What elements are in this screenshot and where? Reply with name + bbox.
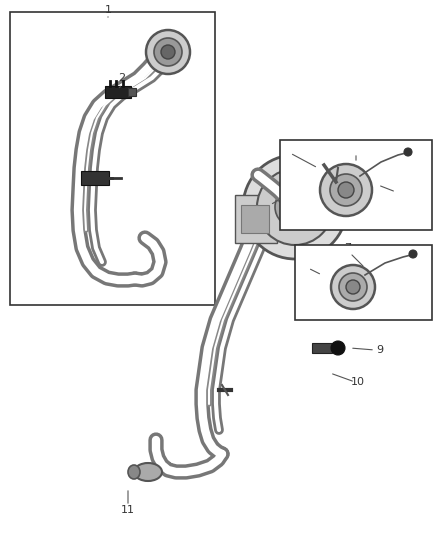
Bar — [241, 205, 269, 233]
Bar — [280, 140, 432, 230]
Text: 9: 9 — [376, 345, 384, 355]
Circle shape — [404, 148, 412, 156]
Ellipse shape — [134, 463, 162, 481]
Text: 1: 1 — [105, 5, 112, 15]
Ellipse shape — [128, 465, 140, 479]
Circle shape — [330, 174, 362, 206]
Bar — [128, 88, 136, 96]
Circle shape — [339, 273, 367, 301]
Bar — [81, 171, 109, 185]
Circle shape — [154, 38, 182, 66]
Text: 7: 7 — [344, 243, 352, 253]
Circle shape — [331, 341, 345, 355]
Circle shape — [243, 155, 347, 259]
Circle shape — [257, 169, 333, 245]
Bar — [10, 12, 215, 305]
Circle shape — [338, 182, 354, 198]
Text: 10: 10 — [351, 377, 365, 387]
Circle shape — [275, 187, 315, 227]
Circle shape — [409, 250, 417, 258]
Bar — [105, 86, 131, 98]
Circle shape — [146, 30, 190, 74]
Text: 3: 3 — [279, 188, 286, 198]
Bar — [235, 195, 277, 243]
Circle shape — [346, 280, 360, 294]
Text: 2: 2 — [118, 73, 126, 83]
Text: 6: 6 — [396, 187, 403, 197]
Bar — [312, 343, 332, 353]
Text: 8: 8 — [300, 257, 307, 267]
Circle shape — [161, 45, 175, 59]
Text: 11: 11 — [121, 505, 135, 515]
Circle shape — [320, 164, 372, 216]
Text: 5: 5 — [349, 143, 356, 153]
Bar — [295, 245, 432, 320]
Circle shape — [331, 265, 375, 309]
Text: 4: 4 — [280, 143, 288, 153]
